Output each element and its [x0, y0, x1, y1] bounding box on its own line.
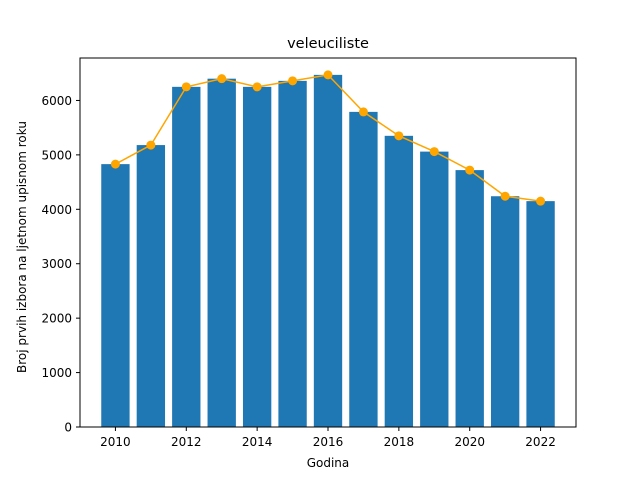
- point-2015: [288, 76, 298, 86]
- bar-2010: [101, 164, 130, 428]
- bar-2017: [349, 111, 378, 428]
- bar-2014: [242, 86, 272, 428]
- bar-2020: [455, 170, 484, 427]
- axes: 2010 2012 2014 2016 2018 2020 2022 0 1000 2000 300…: [41, 57, 577, 449]
- x-axis-label: Godina: [307, 456, 350, 470]
- x-tick-label-2020: 2020: [454, 435, 485, 449]
- bar-2015: [278, 80, 307, 428]
- x-tick-label-2012: 2012: [171, 435, 202, 449]
- y-tick-label-5000: 5000: [41, 148, 72, 162]
- y-tick-label-2000: 2000: [41, 312, 72, 326]
- point-2018: [394, 131, 404, 141]
- bar-2012: [172, 86, 201, 428]
- bar-2011: [136, 145, 166, 427]
- bar-2022: [526, 201, 555, 427]
- bar-2019: [420, 151, 449, 427]
- x-tick-label-2018: 2018: [384, 435, 415, 449]
- point-2017: [358, 107, 368, 117]
- point-2011: [146, 140, 156, 150]
- bar-series: [101, 74, 555, 428]
- point-2016: [323, 70, 333, 80]
- point-2012: [181, 82, 191, 92]
- x-tick-label-2014: 2014: [242, 435, 273, 449]
- bar-2016: [313, 74, 343, 428]
- bar-2021: [490, 196, 520, 427]
- y-tick-label-6000: 6000: [41, 94, 72, 108]
- x-tick-label-2022: 2022: [525, 435, 556, 449]
- chart-title: veleuciliste: [287, 36, 369, 52]
- y-tick-label-3000: 3000: [41, 257, 72, 271]
- bar-2013: [207, 78, 236, 427]
- line-series: [110, 70, 546, 206]
- bar-2018: [384, 135, 414, 427]
- point-2014: [252, 82, 262, 92]
- y-axis-label: Broj prvih izbora na ljetnom upisnom rok…: [15, 121, 29, 373]
- y-tick-label-4000: 4000: [41, 203, 72, 217]
- y-tick-label-0: 0: [64, 421, 72, 435]
- x-tick-label-2010: 2010: [100, 435, 131, 449]
- point-2013: [217, 74, 227, 84]
- point-2021: [500, 191, 510, 201]
- point-2019: [429, 147, 439, 157]
- point-2022: [536, 196, 546, 206]
- point-2020: [465, 165, 475, 175]
- x-tick-label-2016: 2016: [313, 435, 344, 449]
- y-tick-label-1000: 1000: [41, 366, 72, 380]
- point-2010: [110, 159, 120, 169]
